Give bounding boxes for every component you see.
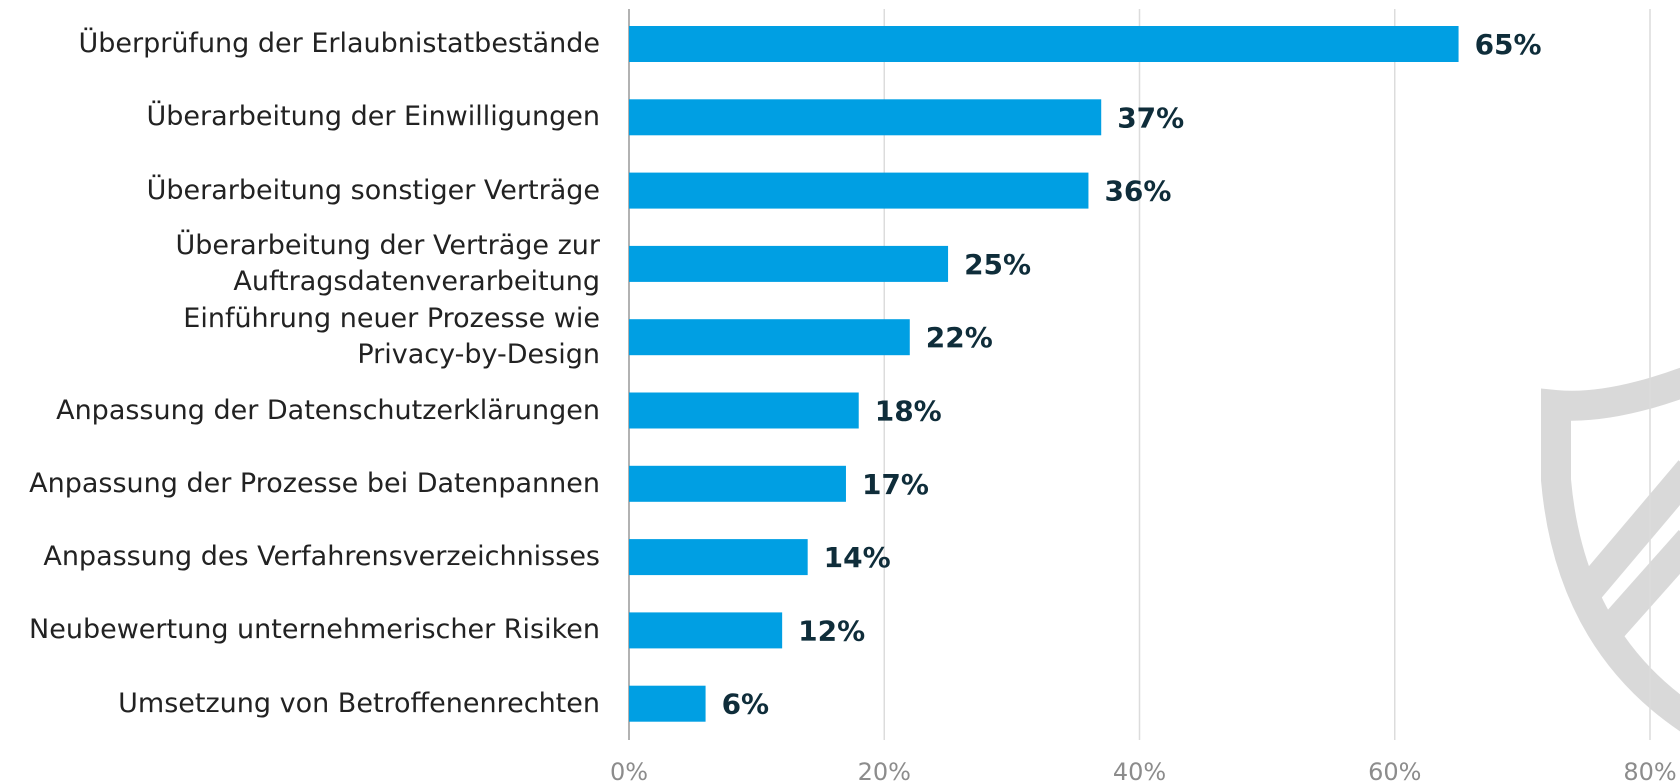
value-label: 37% — [1117, 101, 1184, 134]
value-label: 17% — [862, 468, 929, 501]
bar — [629, 172, 1089, 209]
bar — [629, 539, 808, 576]
category-label: Überarbeitung der Verträge zur Auftragsd… — [175, 229, 600, 297]
bar — [629, 612, 783, 649]
value-label: 14% — [824, 541, 891, 574]
category-label: Neubewertung unternehmerischer Risiken — [29, 614, 600, 646]
category-label: Anpassung der Prozesse bei Datenpannen — [29, 467, 600, 499]
x-tick-label: 40% — [1113, 758, 1166, 784]
x-tick-label: 0% — [610, 758, 648, 784]
shield-decoration — [1541, 367, 1680, 732]
value-label: 12% — [798, 614, 865, 647]
value-label: 22% — [926, 321, 993, 354]
value-label: 25% — [964, 248, 1031, 281]
value-label: 18% — [875, 395, 942, 428]
bar — [629, 685, 706, 722]
bar — [629, 99, 1102, 136]
x-tick-label: 20% — [858, 758, 911, 784]
category-label: Überarbeitung sonstiger Verträge — [146, 174, 600, 206]
bar — [629, 392, 859, 429]
bar — [629, 26, 1459, 62]
bar — [629, 319, 910, 356]
category-label: Anpassung des Verfahrensverzeichnisses — [43, 541, 600, 573]
x-tick-label: 60% — [1368, 758, 1421, 784]
category-label: Überarbeitung der Einwilligungen — [146, 101, 600, 133]
category-label: Umsetzung von Betroffenenrechten — [118, 687, 600, 719]
category-label: Einführung neuer Prozesse wie Privacy-by… — [183, 303, 600, 371]
bar — [629, 245, 949, 282]
bar — [629, 465, 846, 502]
value-label: 65% — [1475, 28, 1542, 61]
category-label: Überprüfung der Erlaubnistatbestände — [78, 28, 600, 59]
category-label: Anpassung der Datenschutzerklärungen — [56, 394, 600, 426]
x-tick-label: 80% — [1623, 758, 1676, 784]
value-label: 36% — [1104, 175, 1171, 208]
value-label: 6% — [722, 688, 770, 721]
